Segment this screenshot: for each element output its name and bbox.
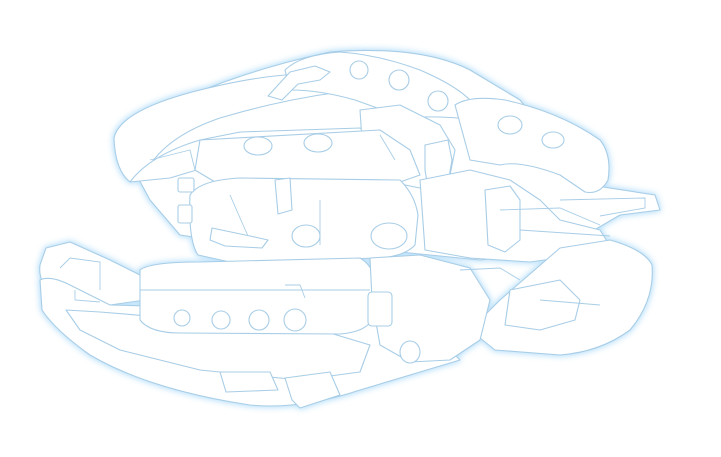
bottom-grip <box>219 371 279 393</box>
bottom-grip <box>284 371 341 409</box>
barrel-stud <box>173 309 191 327</box>
left-bracket <box>177 177 195 193</box>
right-lower-claw-inner <box>504 279 581 331</box>
right-receiver-band <box>484 185 521 253</box>
barrel-bracket <box>209 227 269 249</box>
hook-stud <box>541 131 565 149</box>
central-housing <box>189 177 419 263</box>
upper-stud <box>349 60 369 80</box>
right-top-hook <box>454 97 610 194</box>
hook-stud <box>497 115 523 135</box>
upper-plate <box>284 51 476 121</box>
port <box>303 133 333 153</box>
upper-stud <box>388 69 410 91</box>
barrel-bracket <box>274 177 293 215</box>
mechanism-plate <box>367 291 393 327</box>
housing-port <box>370 222 408 250</box>
barrel-stud <box>248 309 270 331</box>
detail-lines <box>59 134 646 306</box>
upper-clip <box>267 65 331 101</box>
housing-port <box>291 224 321 248</box>
port <box>243 136 273 156</box>
mechanism-port <box>399 340 421 364</box>
barrel-stud <box>283 308 307 332</box>
upper-stud <box>427 90 449 112</box>
weapon-body <box>39 49 661 409</box>
barrel-stud <box>211 310 231 330</box>
left-bracket <box>177 204 193 224</box>
